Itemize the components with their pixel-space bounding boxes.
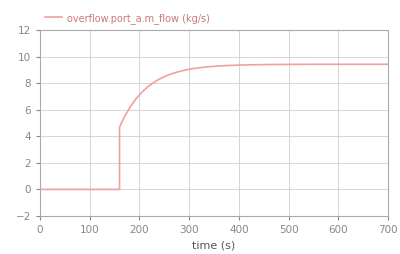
X-axis label: time (s): time (s) xyxy=(192,241,236,250)
Legend: overflow.port_a.m_flow (kg/s): overflow.port_a.m_flow (kg/s) xyxy=(45,13,210,24)
